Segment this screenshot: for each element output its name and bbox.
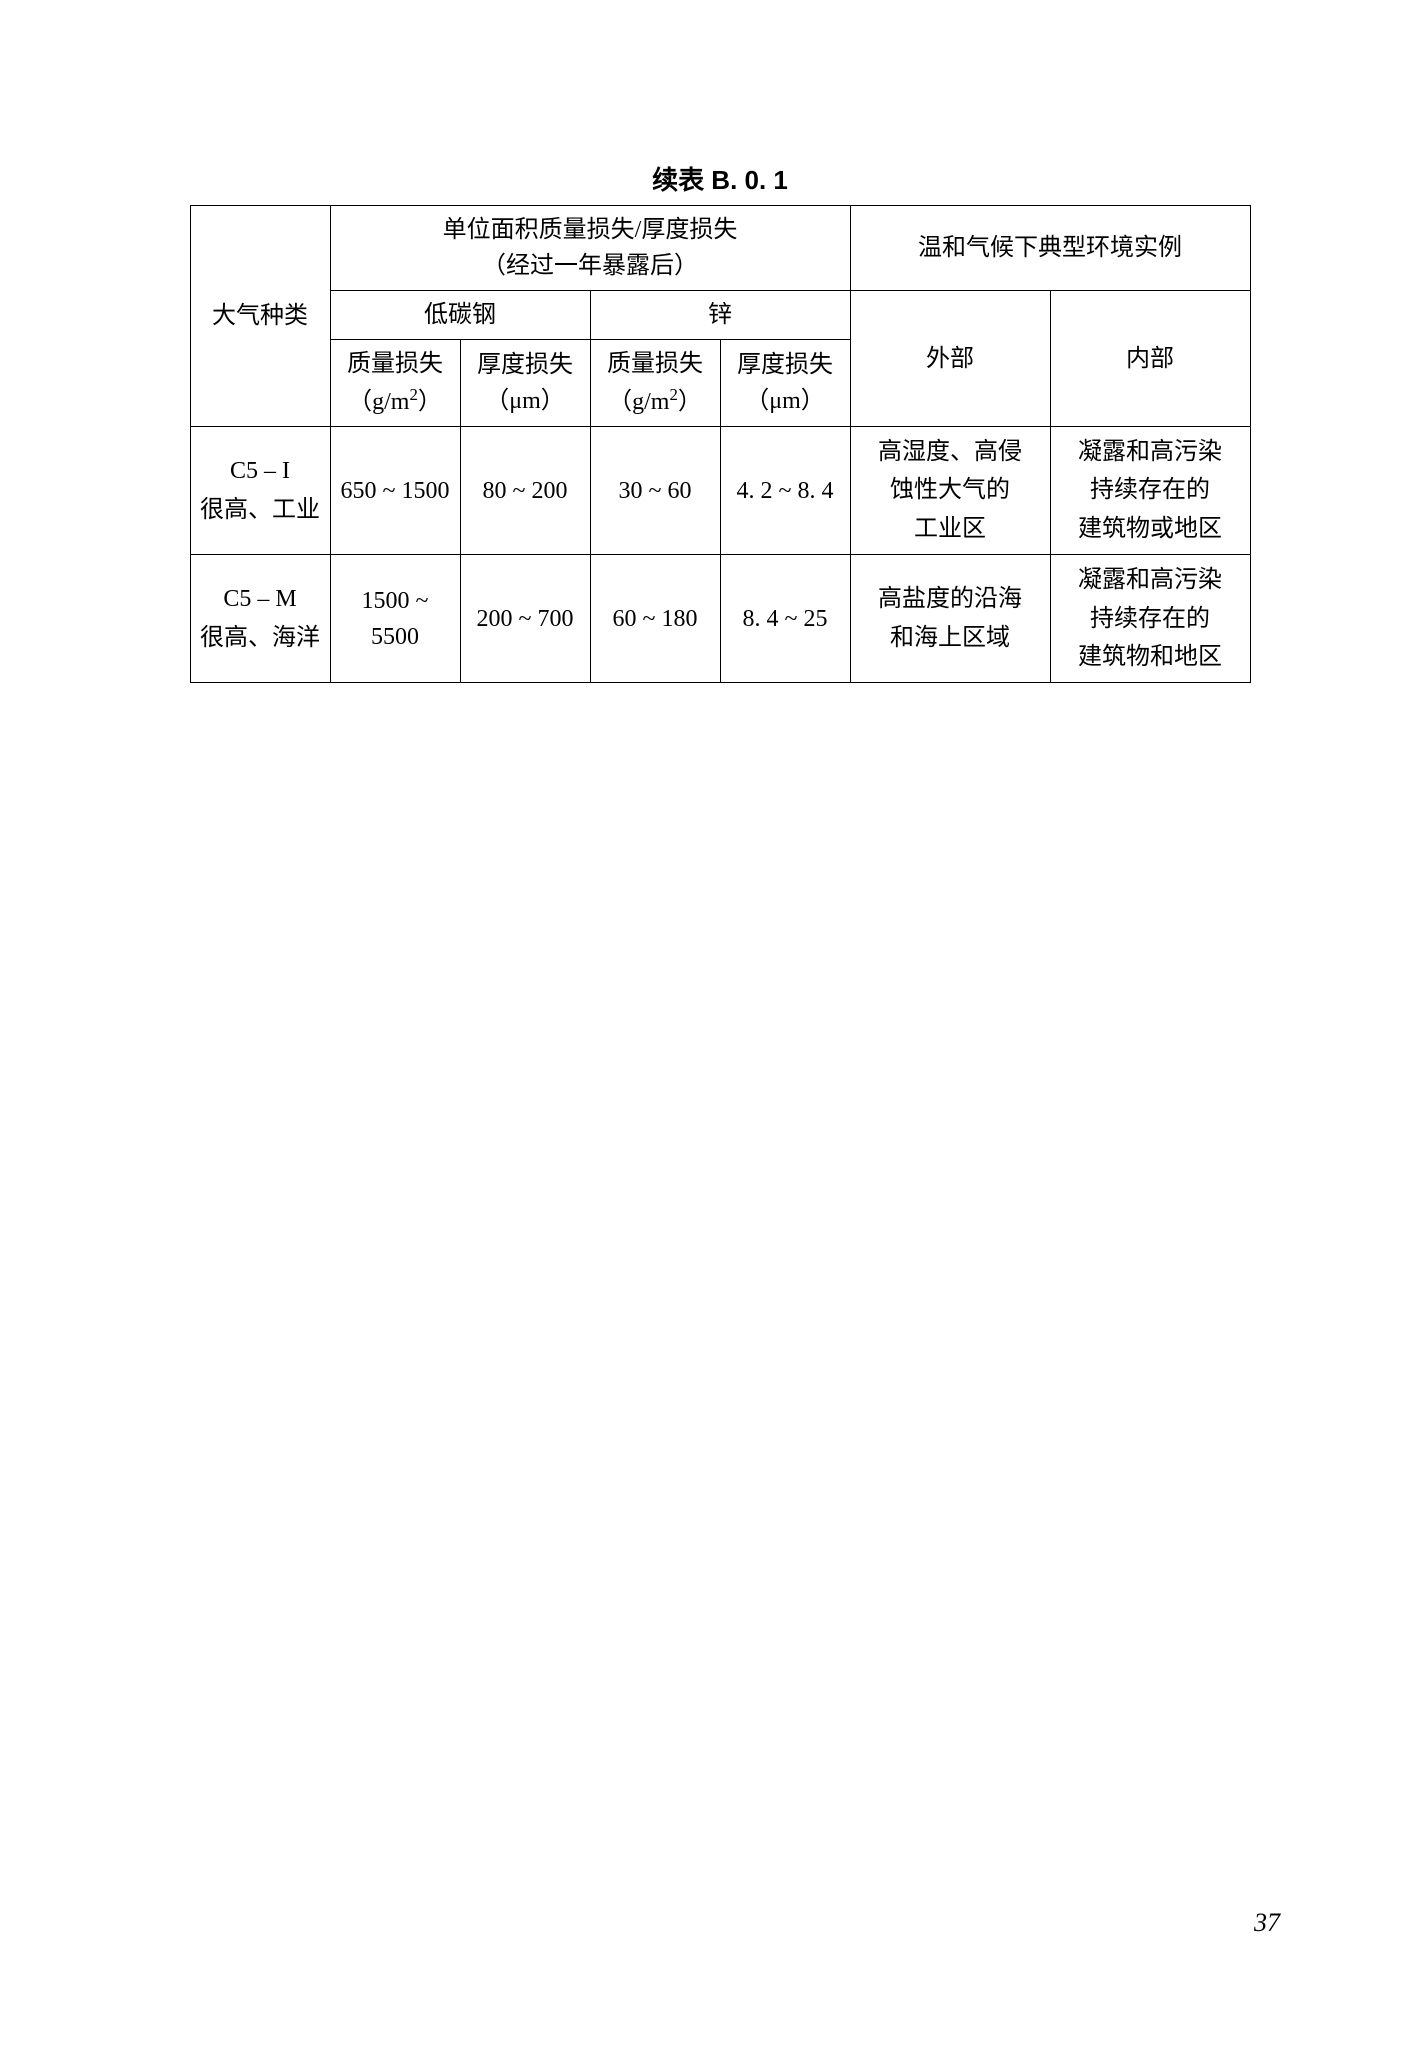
header-m2-mass: 质量损失 （g/m2） bbox=[590, 340, 720, 427]
cell-category-1: C5 – M 很高、海洋 bbox=[190, 555, 330, 683]
mass-label-1: 质量损失 bbox=[347, 351, 443, 377]
cell-category-0: C5 – I 很高、工业 bbox=[190, 427, 330, 555]
header-massloss-line1: 单位面积质量损失/厚度损失 bbox=[443, 217, 738, 243]
thick-unit-1: （μm） bbox=[485, 388, 565, 414]
cell-m1thick-1: 200 ~ 700 bbox=[460, 555, 590, 683]
header-m1-mass: 质量损失 （g/m2） bbox=[330, 340, 460, 427]
thick-label-2: 厚度损失 bbox=[737, 352, 833, 378]
table-caption: 续表 B. 0. 1 bbox=[140, 160, 1300, 197]
cat0-l2: 很高、工业 bbox=[200, 497, 320, 523]
table-row: C5 – M 很高、海洋 1500 ~ 5500 200 ~ 700 60 ~ … bbox=[190, 555, 1250, 683]
ext0-l1: 高湿度、高侵 bbox=[878, 439, 1022, 465]
header-material1: 低碳钢 bbox=[330, 291, 590, 340]
cat1-l2: 很高、海洋 bbox=[200, 625, 320, 651]
cell-ext-1: 高盐度的沿海 和海上区域 bbox=[850, 555, 1050, 683]
mass-unit-1a: （g/m bbox=[348, 389, 409, 415]
header-massloss-line2: （经过一年暴露后） bbox=[482, 253, 698, 279]
mass-unit-2a: （g/m bbox=[608, 389, 669, 415]
cell-m1mass-0: 650 ~ 1500 bbox=[330, 427, 460, 555]
cell-m2mass-0: 30 ~ 60 bbox=[590, 427, 720, 555]
header-category: 大气种类 bbox=[190, 206, 330, 427]
cat1-l1: C5 – M bbox=[223, 586, 296, 612]
int0-l2: 持续存在的 bbox=[1090, 477, 1210, 503]
ext0-l2: 蚀性大气的 bbox=[890, 477, 1010, 503]
int1-l3: 建筑物和地区 bbox=[1078, 644, 1222, 670]
page-number: 37 bbox=[1254, 1908, 1280, 1938]
page-container: 续表 B. 0. 1 大气种类 单位面积质量损失/厚度损失 （经过一年暴露后） … bbox=[0, 0, 1420, 2048]
table-row: C5 – I 很高、工业 650 ~ 1500 80 ~ 200 30 ~ 60… bbox=[190, 427, 1250, 555]
int1-l1: 凝露和高污染 bbox=[1078, 567, 1222, 593]
header-material2: 锌 bbox=[590, 291, 850, 340]
ext1-l2: 和海上区域 bbox=[890, 625, 1010, 651]
cell-ext-0: 高湿度、高侵 蚀性大气的 工业区 bbox=[850, 427, 1050, 555]
int0-l3: 建筑物或地区 bbox=[1078, 516, 1222, 542]
header-m2-thick: 厚度损失 （μm） bbox=[720, 340, 850, 427]
header-row-2: 低碳钢 锌 外部 内部 bbox=[190, 291, 1250, 340]
cell-m2thick-1: 8. 4 ~ 25 bbox=[720, 555, 850, 683]
data-table: 大气种类 单位面积质量损失/厚度损失 （经过一年暴露后） 温和气候下典型环境实例… bbox=[190, 205, 1251, 683]
cell-m2thick-0: 4. 2 ~ 8. 4 bbox=[720, 427, 850, 555]
ext0-l3: 工业区 bbox=[914, 516, 986, 542]
int0-l1: 凝露和高污染 bbox=[1078, 439, 1222, 465]
int1-l2: 持续存在的 bbox=[1090, 606, 1210, 632]
cell-m2mass-1: 60 ~ 180 bbox=[590, 555, 720, 683]
header-env-group: 温和气候下典型环境实例 bbox=[850, 206, 1250, 291]
thick-label-1: 厚度损失 bbox=[477, 352, 573, 378]
header-row-1: 大气种类 单位面积质量损失/厚度损失 （经过一年暴露后） 温和气候下典型环境实例 bbox=[190, 206, 1250, 291]
header-internal: 内部 bbox=[1050, 291, 1250, 427]
mass-unit-1b: ） bbox=[418, 389, 442, 415]
cell-int-0: 凝露和高污染 持续存在的 建筑物或地区 bbox=[1050, 427, 1250, 555]
mass-unit-2b: ） bbox=[678, 389, 702, 415]
ext1-l1: 高盐度的沿海 bbox=[878, 586, 1022, 612]
header-m1-thick: 厚度损失 （μm） bbox=[460, 340, 590, 427]
cell-m1thick-0: 80 ~ 200 bbox=[460, 427, 590, 555]
header-external: 外部 bbox=[850, 291, 1050, 427]
header-massloss-group: 单位面积质量损失/厚度损失 （经过一年暴露后） bbox=[330, 206, 850, 291]
cat0-l1: C5 – I bbox=[230, 458, 290, 484]
thick-unit-2: （μm） bbox=[745, 388, 825, 414]
cell-m1mass-1: 1500 ~ 5500 bbox=[330, 555, 460, 683]
mass-label-2: 质量损失 bbox=[607, 351, 703, 377]
cell-int-1: 凝露和高污染 持续存在的 建筑物和地区 bbox=[1050, 555, 1250, 683]
